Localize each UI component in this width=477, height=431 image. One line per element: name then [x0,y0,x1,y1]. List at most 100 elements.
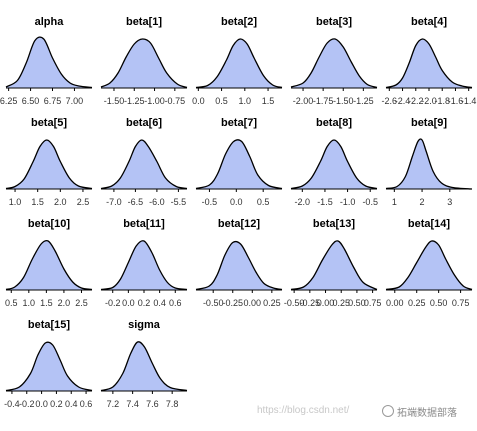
watermark-brand-text: 拓端数据部落 [397,408,457,419]
x-tick-label: -7.0 [106,197,122,207]
x-tick-label: -2.0 [295,197,311,207]
density-panel-sigma: sigma 7.2 7.4 7.6 7.8 [100,319,188,409]
density-area [101,341,187,391]
density-area [291,240,377,290]
x-tick-label: -1.50 [104,96,125,106]
x-tick-label: 0.50 [430,298,448,308]
density-area [101,240,187,290]
density-line [100,38,188,89]
x-tick-label: 6.50 [22,96,40,106]
x-tick-label: 7.8 [166,399,179,409]
density-panel-beta4: beta[4] -2.6-2.4-2.2-2.0-1.8-1.6-1.4 [382,16,477,106]
x-tick-label: -1.00 [144,96,165,106]
x-tick-label: 2.5 [75,298,88,308]
x-tick-label: 1.0 [23,298,36,308]
panel-title: alpha [35,16,65,28]
x-tick-label: 1.5 [262,96,275,106]
density-panel-beta14: beta[14] 0.00 0.25 0.50 0.75 [385,218,473,308]
x-tick-label: 0.00 [386,298,404,308]
x-tick-label: -0.25 [222,298,243,308]
density-area [101,140,187,189]
x-tick-label: 2.0 [54,197,67,207]
x-tick-label: 0.0 [230,197,243,207]
density-panel-beta11: beta[11] -0.2 0.0 0.2 0.4 0.6 [100,218,188,308]
x-tick-label: 1 [392,197,397,207]
x-tick-label: -1.4 [461,96,477,106]
density-area [196,139,282,189]
x-tick-label: 0.75 [364,298,382,308]
density-panel-beta13: beta[13] -0.50-0.250.000.250.500.75 [284,218,381,308]
x-tick-label: 7.00 [66,96,84,106]
x-tick-label: 1.5 [31,197,44,207]
x-tick-label: -2.4 [395,96,411,106]
panel-title: sigma [128,319,161,331]
wechat-icon [382,405,394,417]
panel-title: beta[6] [126,117,162,129]
density-area [6,240,92,290]
panel-title: beta[15] [28,319,71,331]
panel-title: beta[12] [218,218,261,230]
x-tick-label: -1.25 [353,96,374,106]
density-line [195,240,283,291]
x-tick-label: 2.0 [58,298,71,308]
x-tick-label: -1.5 [317,197,333,207]
density-line [385,38,473,89]
density-line [100,240,188,291]
x-tick-label: 0.2 [138,298,151,308]
x-tick-label: -0.2 [19,399,35,409]
x-tick-label: 0.25 [408,298,426,308]
x-tick-label: 2 [420,197,425,207]
x-tick-label: -0.75 [165,96,186,106]
density-line [290,38,378,89]
density-area [196,241,282,290]
density-area [291,38,377,88]
x-tick-label: 0.50 [348,298,366,308]
x-tick-label: 1.0 [9,197,22,207]
density-panel-beta9: beta[9] 1 2 3 [385,117,473,207]
x-tick-label: 2.5 [77,197,90,207]
density-line [5,341,93,392]
density-area [6,37,92,88]
density-line [100,341,188,392]
x-tick-label: -1.0 [340,197,356,207]
x-tick-label: 0.25 [332,298,350,308]
panel-title: beta[7] [221,117,257,129]
x-tick-label: 0.6 [80,399,93,409]
panel-title: beta[13] [313,218,356,230]
x-tick-label: -0.50 [203,298,224,308]
panel-title: beta[3] [316,16,352,28]
x-tick-label: -6.0 [149,197,165,207]
x-tick-label: -0.2 [105,298,121,308]
density-line [385,138,473,190]
density-panel-beta15: beta[15] -0.4 -0.2 0.0 0.2 0.4 0.6 [4,319,92,409]
x-tick-label: -1.6 [448,96,464,106]
density-area [6,140,92,189]
density-panel-alpha: alpha 6.25 6.50 6.75 7.00 [0,16,93,106]
x-tick-label: 0.4 [153,298,166,308]
density-area [386,240,472,290]
density-line [195,38,283,89]
panel-title: beta[11] [123,218,165,230]
panel-title: beta[2] [221,16,257,28]
x-tick-label: 0.00 [317,298,335,308]
x-tick-label: 6.75 [44,96,62,106]
panel-title: beta[5] [31,117,67,129]
x-tick-label: 6.25 [0,96,17,106]
density-line [5,139,93,190]
x-tick-label: -0.4 [4,399,20,409]
x-tick-label: 1.5 [40,298,53,308]
x-tick-label: 0.5 [257,197,270,207]
x-tick-label: 0.4 [65,399,78,409]
density-line [290,139,378,190]
density-line [5,36,93,89]
density-area [291,140,377,189]
x-tick-label: 7.2 [107,399,120,409]
density-line [195,139,283,190]
density-panel-beta5: beta[5] 1.0 1.5 2.0 2.5 [5,117,93,207]
x-tick-label: -6.5 [128,197,144,207]
panel-title: beta[10] [28,218,71,230]
x-tick-label: -1.8 [434,96,450,106]
x-tick-label: -2.2 [408,96,424,106]
x-tick-label: -1.75 [313,96,334,106]
